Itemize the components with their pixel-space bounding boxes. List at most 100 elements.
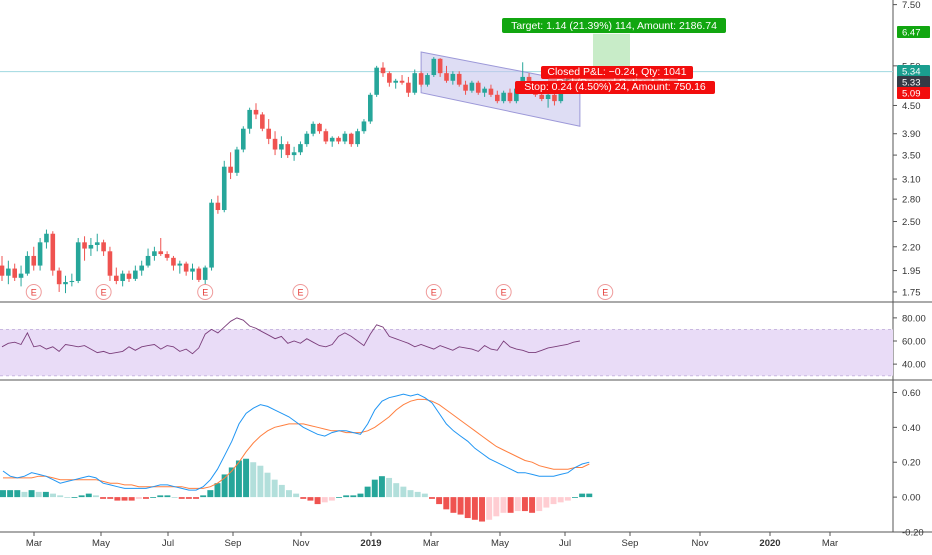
candle-body [393, 80, 398, 83]
candle-body [406, 82, 411, 93]
macd-histogram-bar [178, 497, 185, 499]
time-tick-label: Mar [822, 538, 838, 549]
candle-body [107, 251, 113, 276]
macd-histogram-bar [257, 465, 264, 498]
price-badge: 5.33 [897, 76, 930, 89]
candle [336, 136, 341, 145]
candle [145, 248, 151, 268]
earnings-marker-text: E [101, 288, 107, 298]
candle-body [63, 282, 68, 285]
candle-body [88, 244, 94, 249]
time-tick-label: Sep [622, 538, 639, 549]
candle [120, 270, 125, 287]
earnings-marker-circle [597, 284, 614, 300]
candle-body [444, 73, 449, 81]
macd-histogram-bar [200, 495, 207, 498]
candle-body [101, 242, 106, 252]
stop-label-text: Stop: 0.24 (4.50%) 24, Amount: 750.16 [524, 81, 706, 93]
price-badge-bg [897, 76, 930, 88]
candle-body [514, 88, 519, 102]
earnings-marker: E [495, 284, 512, 300]
macd-histogram-bar [514, 497, 521, 512]
candle-body [94, 242, 100, 245]
candle [37, 237, 43, 271]
candle [94, 233, 100, 252]
earnings-marker-text: E [297, 288, 303, 298]
macd-histogram-bar [135, 497, 142, 499]
price-tick-label: 3.10 [902, 175, 921, 186]
price-badge-bg [897, 26, 930, 38]
macd-histogram-bar [300, 497, 307, 499]
candle [234, 146, 240, 176]
candle-body [539, 94, 545, 99]
macd-histogram-bar [393, 483, 400, 498]
candle [329, 136, 335, 147]
macd-histogram-bar [314, 497, 321, 505]
earnings-marker: E [425, 284, 442, 300]
earnings-marker: E [25, 284, 42, 300]
macd-histogram-bar [450, 497, 457, 513]
macd-histogram-bar [557, 497, 564, 503]
candle [75, 237, 81, 284]
macd-tick-label: 0.20 [902, 458, 921, 469]
candle [475, 80, 481, 95]
price-badge: 6.47 [897, 26, 930, 39]
macd-histogram-bar [14, 490, 21, 498]
macd-histogram-bar [457, 497, 464, 515]
candle-body [545, 94, 551, 99]
candle-body [190, 268, 195, 272]
candle-body [475, 82, 481, 93]
candle-body [272, 138, 278, 150]
macd-histogram-bar [57, 495, 64, 498]
macd-histogram-bar [357, 493, 364, 498]
candle-body [126, 273, 132, 279]
candle [18, 265, 24, 287]
candle [285, 141, 291, 158]
candle-body [488, 88, 494, 95]
macd-histogram-bar [400, 486, 407, 498]
candle-body [266, 128, 271, 139]
closed-pnl-label-bg [541, 66, 693, 79]
rsi-tick-label: 60.00 [902, 337, 926, 348]
candle [266, 119, 271, 145]
candle-body [482, 88, 487, 93]
macd-histogram-bar [35, 491, 42, 498]
price-badge-text: 6.47 [902, 28, 921, 39]
candle [355, 128, 360, 147]
earnings-marker-circle [197, 284, 214, 300]
candle-body [380, 67, 386, 74]
candle [412, 69, 418, 95]
closed-pnl-label-text: Closed P&L: −0.24, Qty: 1041 [547, 66, 686, 78]
macd-histogram-bar [421, 493, 428, 498]
macd-histogram-bar [114, 497, 121, 501]
target-label-bg [502, 18, 726, 33]
candle [304, 131, 310, 147]
macd-histogram-bar [85, 493, 92, 498]
candle [158, 237, 164, 256]
macd-histogram-bar [493, 497, 500, 517]
macd-histogram-bar [343, 495, 350, 498]
candle-body [431, 58, 437, 76]
macd-histogram-bar [207, 490, 214, 498]
earnings-marker: E [292, 284, 309, 300]
macd-histogram-bar [42, 491, 49, 498]
candle-body [412, 73, 418, 93]
candle [164, 251, 170, 261]
macd-histogram-bar [436, 497, 443, 505]
macd-histogram-bar [500, 497, 507, 513]
candle-body [463, 84, 468, 91]
candle [399, 75, 405, 85]
candle-body [25, 255, 30, 274]
candle [114, 267, 119, 285]
macd-histogram-bar [579, 493, 586, 498]
macd-histogram-bar [414, 491, 421, 498]
candle-body [177, 263, 183, 266]
candle-body [202, 267, 208, 280]
candle-body [285, 144, 291, 156]
macd-histogram-bar [7, 490, 14, 498]
candle-body [387, 73, 392, 83]
macd-histogram-bar [78, 495, 85, 498]
candle [183, 261, 189, 276]
